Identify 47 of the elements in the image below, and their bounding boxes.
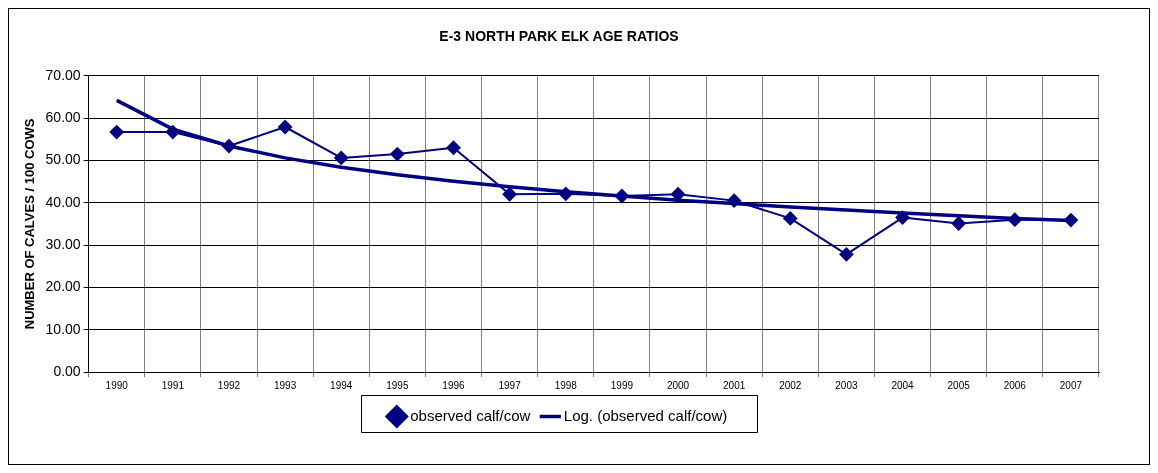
point xyxy=(278,120,293,134)
x-tick-label: 1994 xyxy=(330,379,353,391)
x-tick-label: 2000 xyxy=(666,379,690,391)
point xyxy=(558,186,573,201)
point xyxy=(446,140,461,155)
y-tick-label: 10.00 xyxy=(45,320,81,337)
x-tick-label: 1999 xyxy=(610,379,634,391)
y-tick-label: 30.00 xyxy=(45,235,81,252)
point xyxy=(334,150,349,165)
x-tick-label: 1993 xyxy=(273,379,297,391)
y-tick-label: 20.00 xyxy=(45,278,81,295)
x-tick-label: 2002 xyxy=(779,379,802,391)
point xyxy=(1007,212,1022,227)
x-tick-label: 1997 xyxy=(498,379,522,391)
x-tick-label: 2006 xyxy=(1003,379,1027,391)
x-tick-label: 2001 xyxy=(723,379,746,391)
point xyxy=(165,125,180,140)
y-tick-label: 0.00 xyxy=(53,362,81,379)
y-tick-label: 60.00 xyxy=(45,108,81,125)
point xyxy=(390,147,405,162)
x-tick-label: 2007 xyxy=(1059,379,1083,391)
y-tick-label: 40.00 xyxy=(45,193,81,210)
point xyxy=(783,211,798,226)
x-tick-label: 2004 xyxy=(891,379,915,391)
point xyxy=(951,216,966,231)
point xyxy=(614,188,629,203)
point xyxy=(109,125,124,140)
point xyxy=(895,210,910,225)
point xyxy=(727,193,742,208)
chart-title: E-3 NORTH PARK ELK AGE RATIOS xyxy=(439,28,679,45)
x-tick-label: 1998 xyxy=(554,379,578,391)
x-tick-label: 1992 xyxy=(217,379,241,391)
x-tick-label: 1996 xyxy=(442,379,466,391)
y-tick-label: 70.00 xyxy=(45,66,81,83)
y-tick-label: 50.00 xyxy=(45,151,81,168)
y-axis-title: NUMBER OF CALVES / 100 COWS xyxy=(22,118,38,330)
legend-label: observed calf/cow xyxy=(410,406,531,424)
point xyxy=(839,247,854,262)
x-tick-label: 2003 xyxy=(835,379,858,391)
point xyxy=(221,139,236,154)
point xyxy=(1063,213,1078,228)
x-tick-label: 1990 xyxy=(105,379,129,391)
x-tick-label: 2005 xyxy=(947,379,971,391)
x-tick-label: 1995 xyxy=(386,379,409,391)
legend-label: Log. (observed calf/cow) xyxy=(563,406,728,424)
point xyxy=(502,187,517,202)
x-tick-label: 1991 xyxy=(161,379,185,391)
